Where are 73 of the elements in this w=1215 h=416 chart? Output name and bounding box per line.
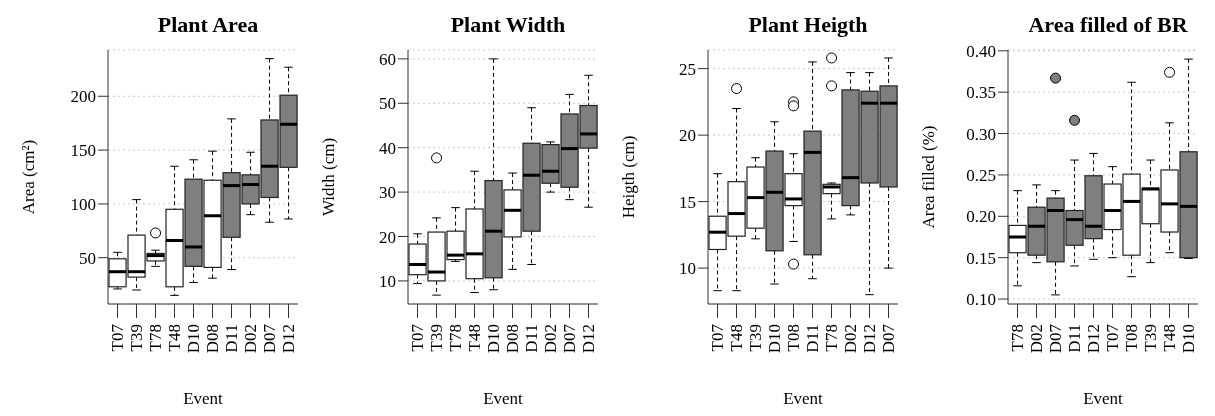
x-axis-title: Event <box>483 389 524 408</box>
x-tick-label: T08 <box>1122 324 1141 352</box>
x-axis-title: Event <box>783 389 824 408</box>
y-axis-title: Area filled (%) <box>918 125 938 229</box>
x-tick-label: T48 <box>165 324 184 352</box>
x-tick-label: D02 <box>841 324 860 354</box>
y-axis-title: Heigth (cm) <box>618 135 638 219</box>
x-tick-label: D12 <box>860 324 879 354</box>
x-tick-label: T07 <box>408 323 427 352</box>
x-axis-title: Event <box>183 389 224 408</box>
x-tick-label: D11 <box>1065 324 1084 353</box>
x-tick-label: D10 <box>1179 324 1198 354</box>
y-tick-label: 60 <box>379 49 396 69</box>
x-tick-label: D12 <box>1084 324 1103 354</box>
y-tick-label: 10 <box>379 271 396 291</box>
x-tick-label: D10 <box>484 324 503 354</box>
x-tick-label: D02 <box>241 324 260 354</box>
y-tick-label: 20 <box>679 126 696 146</box>
x-tick-label: T07 <box>708 323 727 352</box>
x-tick-label: D11 <box>522 324 541 353</box>
x-tick-label: T08 <box>784 324 803 352</box>
x-tick-label: T78 <box>822 324 841 352</box>
y-tick-label: 0.25 <box>966 165 996 185</box>
y-tick-label: 0.15 <box>966 248 996 268</box>
x-tick-label: T78 <box>1008 324 1027 352</box>
x-tick-label: D07 <box>260 323 279 354</box>
chart-title: Plant Width <box>449 11 567 39</box>
x-tick-label: T07 <box>108 323 127 352</box>
x-tick-label: T48 <box>465 324 484 352</box>
x-tick-label: D08 <box>203 324 222 354</box>
y-tick-label: 25 <box>679 59 696 79</box>
x-tick-label: D07 <box>560 323 579 354</box>
y-tick-label: 0.10 <box>966 290 996 310</box>
chart-title: Plant Area <box>156 11 260 39</box>
x-tick-label: D07 <box>1046 323 1065 354</box>
x-tick-label: T48 <box>1160 324 1179 352</box>
chart-title: Area filled of BR <box>1027 11 1189 39</box>
x-tick-label: D12 <box>279 324 298 354</box>
y-tick-label: 50 <box>379 94 396 114</box>
y-tick-label: 150 <box>70 141 96 161</box>
x-tick-label: T39 <box>127 324 146 352</box>
y-axis-title: Area (cm²) <box>18 139 38 215</box>
chart-title: Plant Heigth <box>747 11 869 39</box>
x-tick-label: D11 <box>803 324 822 353</box>
x-tick-label: D02 <box>541 324 560 354</box>
x-tick-label: T39 <box>427 324 446 352</box>
x-tick-label: D11 <box>222 324 241 353</box>
y-tick-label: 0.40 <box>966 41 996 61</box>
y-tick-label: 100 <box>70 194 96 214</box>
y-tick-label: 20 <box>379 227 396 247</box>
x-tick-label: T07 <box>1103 323 1122 352</box>
y-tick-label: 15 <box>679 192 696 212</box>
x-tick-label: D08 <box>503 324 522 354</box>
x-tick-label: T78 <box>146 324 165 352</box>
x-tick-label: T39 <box>746 324 765 352</box>
y-tick-label: 200 <box>70 87 96 107</box>
x-tick-label: T78 <box>446 324 465 352</box>
y-tick-label: 0.20 <box>966 207 996 227</box>
x-axis-title: Event <box>1083 389 1124 408</box>
x-tick-label: T39 <box>1141 324 1160 352</box>
x-tick-label: D12 <box>579 324 598 354</box>
y-tick-label: 50 <box>79 248 96 268</box>
y-tick-label: 0.35 <box>966 83 996 103</box>
x-tick-label: D07 <box>879 323 898 354</box>
y-tick-label: 30 <box>379 183 396 203</box>
x-tick-label: D10 <box>184 324 203 354</box>
y-tick-label: 0.30 <box>966 124 996 144</box>
x-tick-label: T48 <box>727 324 746 352</box>
x-tick-label: D02 <box>1027 324 1046 354</box>
y-tick-label: 40 <box>379 138 396 158</box>
y-tick-label: 10 <box>679 259 696 279</box>
x-tick-label: D10 <box>765 324 784 354</box>
y-axis-title: Width (cm) <box>318 137 338 217</box>
